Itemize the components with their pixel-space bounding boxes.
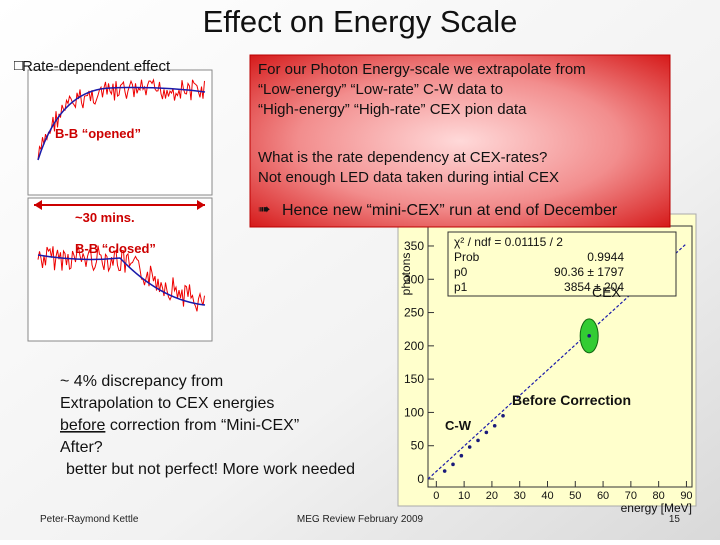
point [484, 430, 489, 435]
note: better but not perfect! More work needed [66, 461, 355, 478]
point [501, 413, 505, 418]
note: before correction from “Mini-CEX” [60, 417, 299, 434]
y-tick-label: 50 [411, 439, 425, 453]
x-tick-label: 30 [514, 490, 526, 502]
stats-label: χ² / ndf = 0.01115 / 2 [454, 235, 563, 249]
y-tick-label: 250 [404, 306, 424, 320]
left-heading: □ [14, 57, 23, 74]
label: B-B “opened” [55, 126, 141, 141]
y-tick-label: 300 [404, 272, 424, 286]
fit-curve [37, 86, 206, 161]
x-tick-label: 60 [597, 490, 609, 502]
callout-text: “Low-energy” “Low-rate” C-W data to [258, 81, 503, 98]
left-panel: □ Rate-dependent effect B-B “opened” ~30… [14, 57, 213, 342]
annotation: Before Correction [512, 392, 631, 408]
point [492, 423, 497, 428]
callout-text: What is the rate dependency at CEX-rates… [258, 149, 547, 166]
annotation: C-W [445, 418, 472, 433]
y-axis-label: photons [399, 253, 413, 296]
x-tick-label: 20 [486, 490, 498, 502]
note: After? [60, 439, 103, 456]
fit-curve [37, 254, 206, 306]
trace [37, 78, 205, 160]
note: ~ 4% discrepancy from [60, 373, 223, 390]
bullet: ➠ [258, 201, 271, 218]
stats-label: Prob [454, 250, 480, 264]
stats-value: 0.9944 [587, 250, 624, 264]
left-heading: Rate-dependent effect [22, 58, 171, 75]
callout-box [249, 54, 671, 228]
callout-conclusion: Hence new “mini-CEX” run at end of Decem… [282, 202, 618, 219]
footer-event: MEG Review February 2009 [297, 514, 424, 525]
x-tick-label: 0 [433, 490, 439, 502]
stats-value: 3854 ± 204 [564, 280, 624, 294]
point [442, 469, 447, 473]
stats-label: p1 [454, 280, 468, 294]
label: ~30 mins. [75, 210, 135, 225]
energy-plot: 0 10 20 30 40 50 60 70 80 90 0 50 100 150 200 250 300 350… [397, 213, 697, 515]
x-tick-label: 10 [458, 490, 470, 502]
x-tick-label: 40 [541, 490, 553, 502]
annotation: CEX [592, 284, 621, 300]
point [451, 462, 455, 467]
label: B-B “closed” [75, 241, 156, 256]
notes: ~ 4% discrepancy from Extrapolation to C… [60, 373, 355, 478]
stats-label: p0 [454, 265, 468, 279]
x-tick-label: 90 [680, 490, 692, 502]
rate-plot-bottom [27, 197, 213, 342]
callout-text: For our Photon Energy-scale we extrapola… [258, 61, 586, 78]
trace [37, 245, 205, 312]
x-axis-label: energy [MeV] [621, 501, 692, 515]
stats-box [447, 231, 677, 297]
callout: For our Photon Energy-scale we extrapola… [249, 54, 671, 228]
point [587, 334, 591, 338]
footer-author: Peter-Raymond Kettle [40, 514, 139, 525]
y-tick-label: 0 [417, 472, 424, 486]
stats-value: 90.36 ± 1797 [554, 265, 624, 279]
y-tick-label: 100 [404, 405, 424, 419]
x-tick-label: 50 [569, 490, 581, 502]
footer-page: 15 [669, 514, 681, 525]
callout-text: “High-energy” “High-rate” CEX pion data [258, 101, 527, 118]
point [459, 453, 464, 458]
y-tick-label: 150 [404, 372, 424, 386]
point [476, 438, 480, 443]
slide-title: Effect on Energy Scale [203, 4, 518, 39]
note: correction from “Mini-CEX” [105, 417, 299, 434]
y-tick-label: 200 [404, 339, 424, 353]
y-tick-label: 350 [404, 239, 424, 253]
x-tick-label: 70 [625, 490, 637, 502]
point [467, 445, 472, 449]
note-underlined: before [60, 417, 105, 434]
note: Extrapolation to CEX energies [60, 395, 274, 412]
x-tick-label: 80 [653, 490, 665, 502]
callout-text: Not enough LED data taken during intial … [258, 169, 559, 186]
